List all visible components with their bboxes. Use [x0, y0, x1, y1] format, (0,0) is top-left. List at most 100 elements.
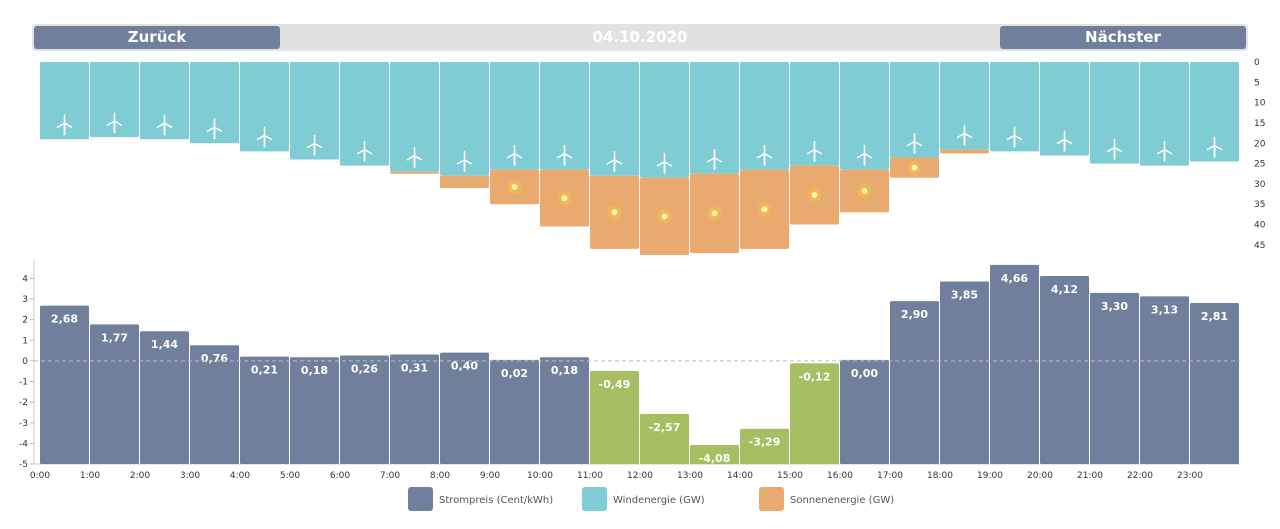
price-bar[interactable] [540, 357, 589, 464]
turbine-blade [513, 152, 523, 159]
previous-day-button[interactable]: Zurück [34, 26, 280, 49]
price-value-label: 0,00 [851, 367, 878, 380]
wind-bar[interactable] [1190, 62, 1239, 162]
wind-turbine-icon [1056, 130, 1073, 152]
energy-y-tick: 35 [1254, 200, 1265, 210]
turbine-blade [663, 161, 673, 167]
turbine-blade [156, 122, 166, 128]
wind-bar[interactable] [690, 62, 739, 174]
wind-bar[interactable] [390, 62, 439, 172]
legend-item[interactable]: Sonnenenergie (GW) [759, 487, 894, 511]
wind-bar[interactable] [840, 62, 889, 170]
wind-bar[interactable] [1040, 62, 1089, 156]
x-tick-label: 20:00 [1027, 471, 1053, 481]
price-value-label: 2,68 [51, 313, 78, 326]
wind-bar[interactable] [940, 62, 989, 150]
price-bar[interactable] [740, 428, 789, 464]
sun-icon [507, 179, 522, 194]
price-bar[interactable] [90, 324, 139, 464]
turbine-blade [1106, 146, 1116, 153]
price-bar[interactable] [990, 264, 1039, 464]
x-tick-label: 6:00 [330, 471, 350, 481]
x-tick-label: 14:00 [727, 471, 753, 481]
price-bar[interactable] [1090, 292, 1139, 464]
wind-bar[interactable] [740, 62, 789, 170]
x-tick-label: 2:00 [130, 471, 150, 481]
wind-bar[interactable] [240, 62, 289, 152]
price-value-label: -2,57 [649, 421, 681, 434]
price-value-label: 4,12 [1051, 283, 1078, 296]
price-bar[interactable] [440, 352, 489, 464]
price-bar[interactable] [1190, 302, 1239, 464]
solar-bar[interactable] [440, 175, 489, 188]
wind-bar[interactable] [40, 62, 89, 140]
price-bar[interactable] [690, 445, 739, 464]
date-navigation: 04.10.2020 Zurück Nächster [32, 24, 1248, 51]
price-value-label: 3,85 [951, 289, 978, 302]
solar-bar[interactable] [940, 149, 989, 154]
legend-item[interactable]: Strompreis (Cent/kWh) [408, 487, 553, 511]
price-bar[interactable] [640, 413, 689, 464]
wind-bar[interactable] [440, 62, 489, 176]
price-bar[interactable] [240, 356, 289, 464]
wind-bar[interactable] [640, 62, 689, 178]
wind-turbine-icon [256, 126, 273, 148]
sun-icon [757, 202, 772, 217]
wind-bar[interactable] [90, 62, 139, 138]
wind-bar[interactable] [990, 62, 1039, 152]
wind-bar[interactable] [490, 62, 539, 170]
x-tick-label: 8:00 [430, 471, 450, 481]
price-bar[interactable] [890, 301, 939, 464]
turbine-blade [406, 154, 416, 161]
wind-bar[interactable] [590, 62, 639, 176]
wind-bar[interactable] [1090, 62, 1139, 164]
turbine-blade [1006, 134, 1016, 141]
price-y-tick: 0 [22, 357, 28, 367]
turbine-blade [1206, 144, 1216, 151]
turbine-blade [306, 142, 316, 149]
price-bar[interactable] [790, 363, 839, 464]
turbine-blade [613, 159, 623, 165]
wind-bar[interactable] [1140, 62, 1189, 166]
price-y-tick: -2 [19, 398, 28, 408]
sun-icon [557, 191, 572, 206]
solar-bar[interactable] [390, 171, 439, 174]
price-value-label: -3,29 [749, 436, 781, 449]
turbine-blade [913, 140, 923, 147]
wind-bar[interactable] [290, 62, 339, 160]
price-value-label: 2,90 [901, 308, 928, 321]
wind-bar[interactable] [190, 62, 239, 144]
price-bar[interactable] [940, 281, 989, 464]
energy-y-tick: 5 [1254, 78, 1260, 88]
price-bar[interactable] [340, 355, 389, 464]
turbine-blade [963, 132, 973, 139]
price-bar[interactable] [40, 305, 89, 464]
sun-core [661, 213, 668, 220]
price-bar[interactable] [290, 357, 339, 464]
wind-bar[interactable] [340, 62, 389, 166]
price-bar[interactable] [1040, 275, 1089, 464]
wind-bar[interactable] [790, 62, 839, 166]
price-bar[interactable] [390, 354, 439, 464]
price-bar[interactable] [490, 359, 539, 464]
sun-icon [857, 183, 872, 198]
x-tick-label: 17:00 [877, 471, 903, 481]
price-bar[interactable] [190, 345, 239, 464]
sun-core [761, 206, 768, 213]
turbine-blade [1113, 146, 1123, 153]
turbine-blade [906, 140, 916, 147]
wind-bar[interactable] [890, 62, 939, 158]
wind-bar[interactable] [540, 62, 589, 170]
x-tick-label: 0:00 [30, 471, 50, 481]
energy-y-tick: 25 [1254, 160, 1265, 170]
price-bar[interactable] [1140, 296, 1189, 464]
wind-turbine-icon [356, 140, 373, 162]
sun-icon [657, 209, 672, 224]
legend-item[interactable]: Windenergie (GW) [582, 487, 705, 511]
price-bar[interactable] [590, 371, 639, 464]
wind-bar[interactable] [140, 62, 189, 140]
turbine-blade [956, 132, 966, 139]
next-day-button[interactable]: Nächster [1000, 26, 1246, 49]
price-bar[interactable] [140, 331, 189, 464]
price-bar[interactable] [840, 359, 889, 464]
